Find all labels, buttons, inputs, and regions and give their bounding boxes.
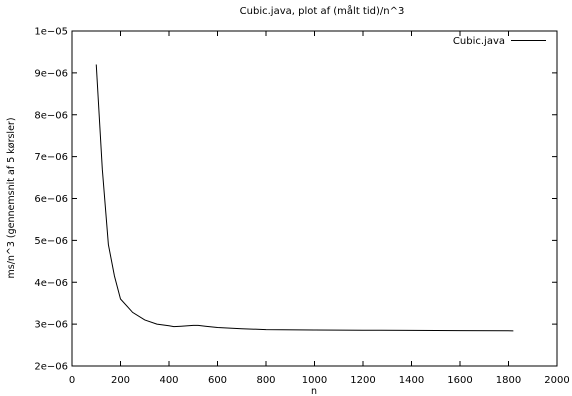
x-tick-label: 2000 [544, 375, 569, 386]
x-tick-label: 600 [208, 375, 227, 386]
x-tick-label: 1200 [350, 375, 375, 386]
x-tick-label: 1800 [496, 375, 521, 386]
x-tick-label: 1600 [447, 375, 472, 386]
y-axis-label: ms/n^3 (gennemsnit af 5 kørsler) [6, 117, 17, 278]
y-axis: 2e−06 3e−06 4e−06 5e−06 6e−06 7e−06 8e−06 9e−06… [34, 27, 557, 373]
plot-frame [71, 30, 558, 367]
y-tick-label: 1e−05 [34, 27, 68, 38]
legend: Cubic.java [453, 36, 546, 47]
y-tick-label: 7e−06 [34, 152, 68, 163]
x-tick-label: 1400 [399, 375, 424, 386]
y-tick-label: 8e−06 [34, 110, 68, 121]
x-tick-label: 400 [159, 375, 178, 386]
y-tick-label: 2e−06 [34, 362, 68, 373]
x-tick-label: 0 [69, 375, 75, 386]
x-tick-label: 200 [111, 375, 130, 386]
x-axis-label: n [311, 386, 317, 396]
x-tick-label: 1000 [302, 375, 327, 386]
y-tick-label: 4e−06 [34, 278, 68, 289]
series-layer [95, 64, 514, 332]
legend-label: Cubic.java [453, 36, 505, 47]
y-tick-label: 6e−06 [34, 194, 68, 205]
y-tick-label: 9e−06 [34, 68, 68, 79]
y-tick-label: 3e−06 [34, 320, 68, 331]
series-line [95, 64, 514, 332]
y-tick-label: 5e−06 [34, 236, 68, 247]
chart-title: Cubic.java, plot af (målt tid)/n^3 [240, 4, 405, 17]
x-axis: 0 200 400 600 800 1000 1200 1400 1600 1800 2000 [69, 31, 570, 386]
x-tick-label: 800 [256, 375, 275, 386]
